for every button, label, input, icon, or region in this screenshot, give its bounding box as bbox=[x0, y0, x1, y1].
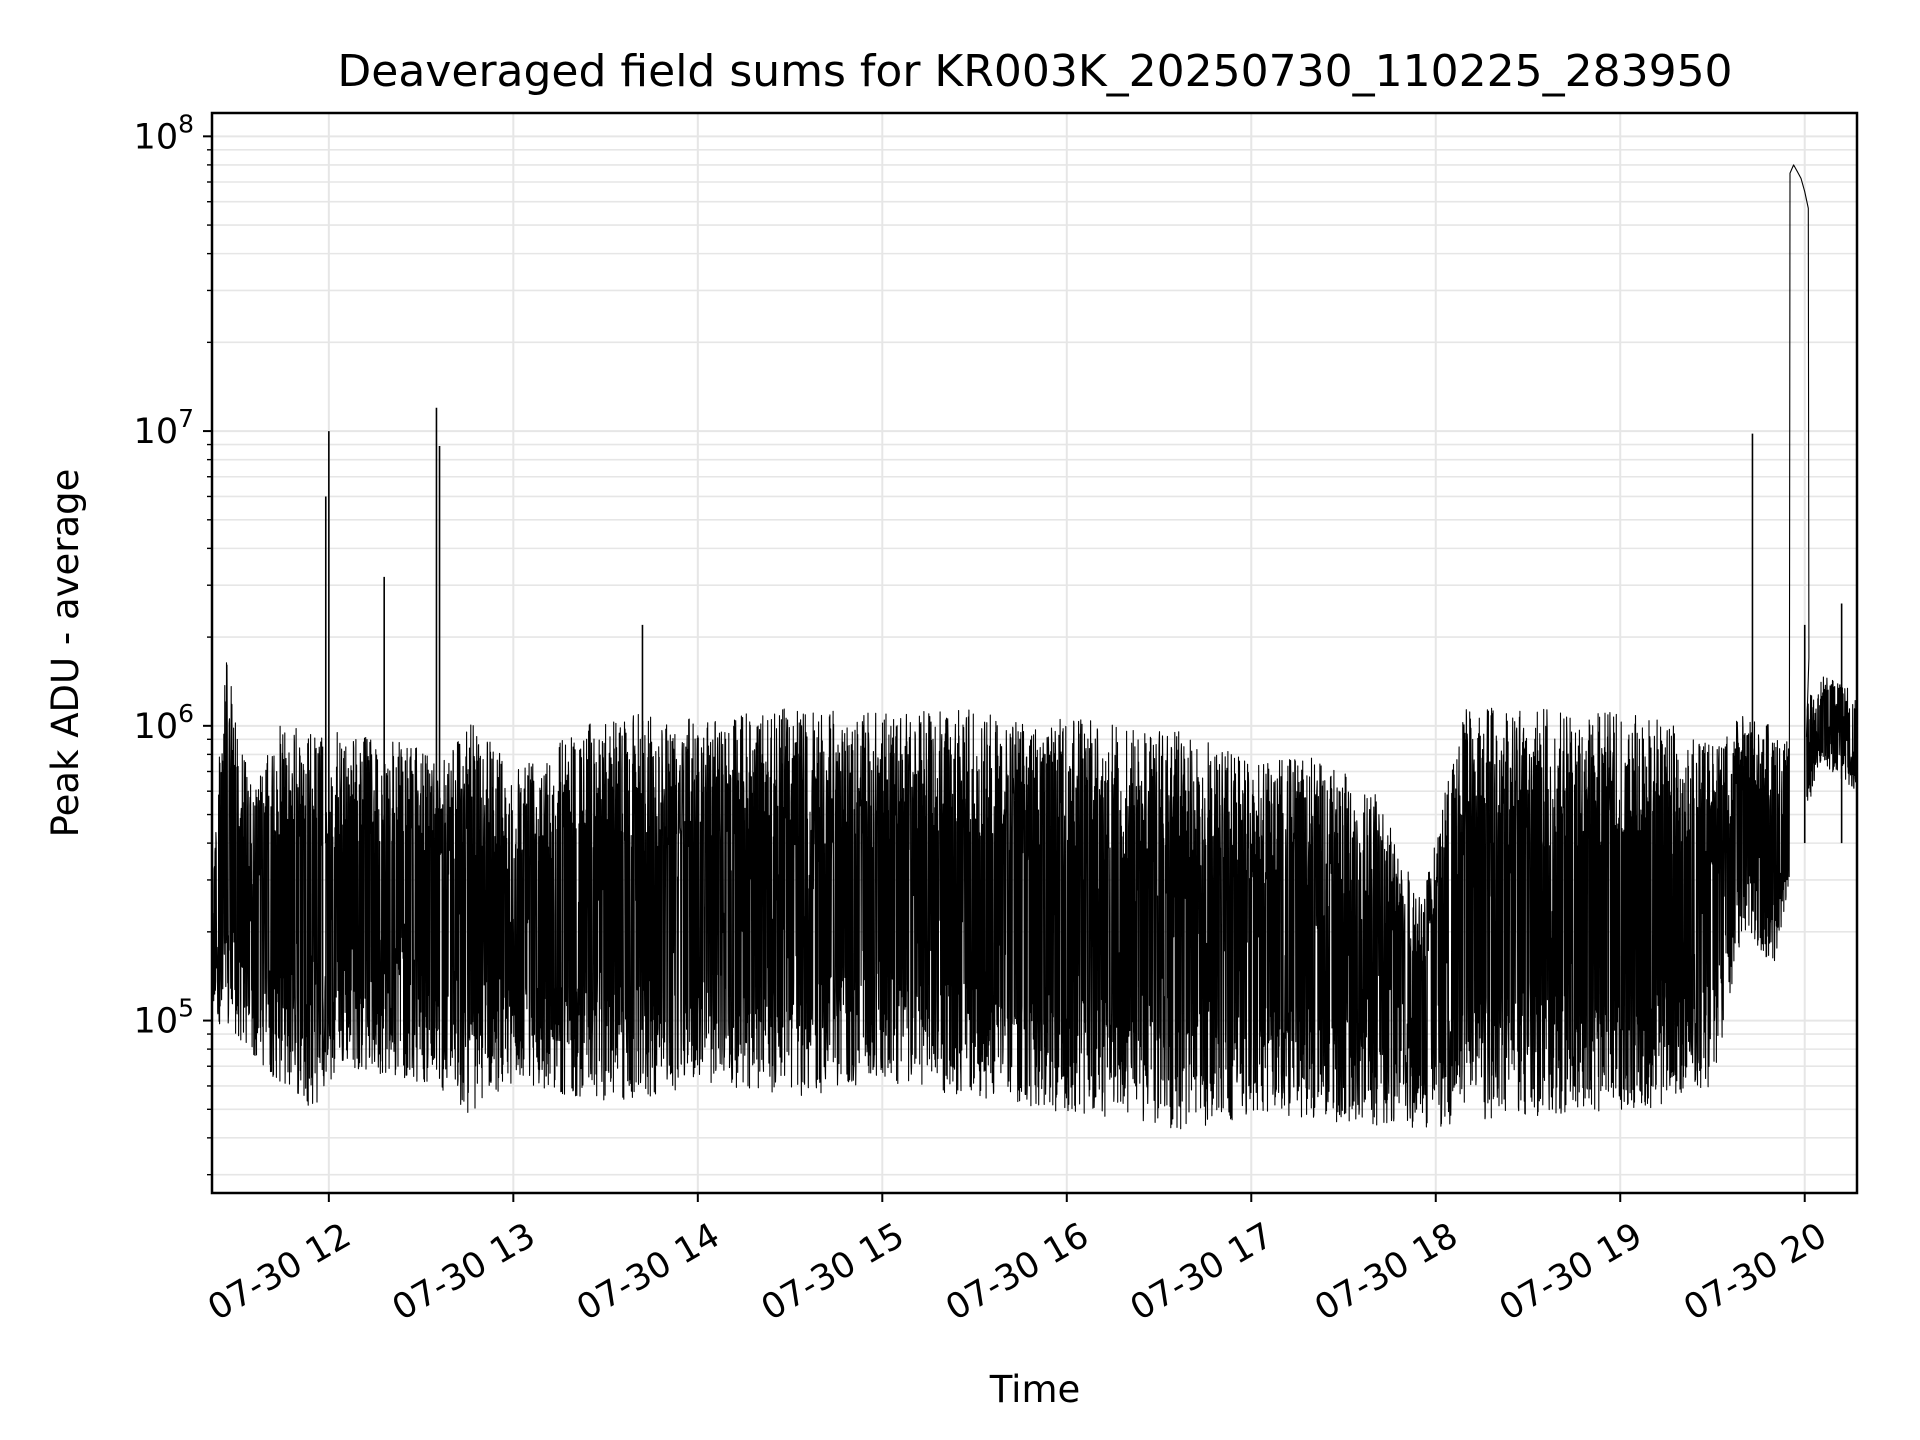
y-tick-exponent: 5 bbox=[178, 994, 194, 1023]
y-tick-base: 10 bbox=[134, 412, 179, 452]
y-tick-label: 105 bbox=[134, 994, 194, 1042]
y-tick-label: 108 bbox=[134, 109, 194, 157]
chart-title: Deaveraged field sums for KR003K_2025073… bbox=[337, 46, 1732, 97]
y-tick-base: 10 bbox=[134, 1002, 179, 1042]
y-tick-base: 10 bbox=[134, 117, 179, 157]
plot-area bbox=[211, 164, 1858, 1130]
y-tick-exponent: 6 bbox=[178, 699, 194, 728]
y-tick-exponent: 7 bbox=[178, 404, 194, 433]
series-line bbox=[211, 164, 1858, 1130]
y-tick-label: 106 bbox=[134, 699, 194, 747]
y-tick-base: 10 bbox=[134, 707, 179, 747]
y-tick-label: 107 bbox=[134, 404, 194, 452]
axes-frame bbox=[210, 111, 1859, 1195]
x-axis-label: Time bbox=[989, 1368, 1081, 1411]
y-axis-label: Peak ADU - average bbox=[44, 469, 87, 838]
y-tick-exponent: 8 bbox=[178, 109, 194, 138]
